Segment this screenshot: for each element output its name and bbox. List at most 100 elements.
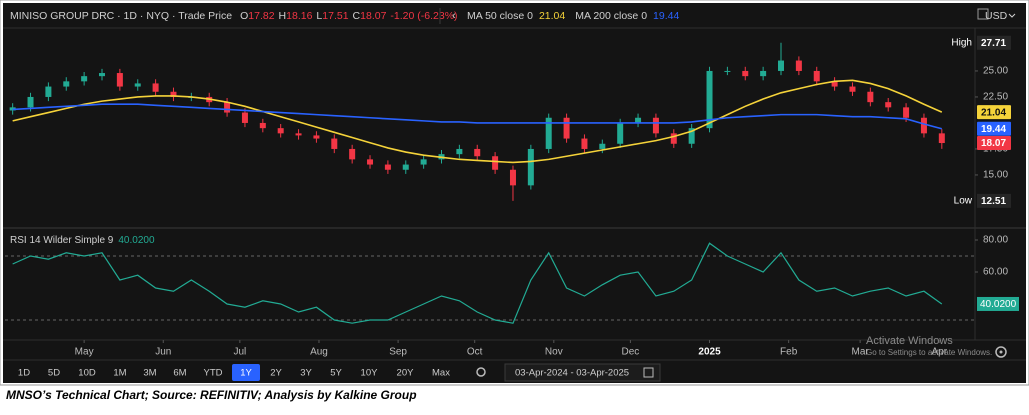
ma-name: MA 200 close 0 [575,10,647,22]
range-label[interactable]: 1D [18,368,30,379]
x-tick-label: Nov [545,347,563,358]
high-marker-value: 27.71 [981,38,1006,49]
range-label[interactable]: YTD [204,368,223,379]
y-tick-label: 15.00 [983,170,1008,181]
x-tick-label: Sep [389,347,407,358]
quote-value: 17.51 [322,10,348,22]
chart-background [3,3,1026,383]
rsi-legend: RSI 14 Wilder Simple 9 40.0200 [10,235,155,246]
candle-body [153,83,159,91]
candle-body [581,139,587,149]
candle-body [564,118,570,139]
candle-body [849,87,855,92]
range-label[interactable]: 1Y [240,368,252,379]
candle-body [81,76,87,81]
candle-body [331,139,337,149]
candle-body [760,71,766,76]
range-label[interactable]: 3Y [300,368,312,379]
x-tick-label: Jun [155,347,171,358]
x-tick-label: Mar [852,347,870,358]
range-label[interactable]: 2Y [270,368,282,379]
collapse-button[interactable]: ‹ [452,10,456,22]
y-tick-label: 80.00 [983,235,1008,246]
y-tick-label: 22.50 [983,92,1008,103]
high-marker-label: High [951,37,972,48]
candle-body [349,149,355,159]
low-marker-label: Low [954,195,973,206]
candle-body [617,123,623,144]
candle-body [796,61,802,71]
range-label[interactable]: Max [432,368,450,379]
ma-name: MA 50 close 0 [467,10,533,22]
candle-body [653,118,659,134]
candle-body [242,113,248,123]
last-price: 18.07 [981,138,1006,149]
ma-value: 21.04 [539,10,565,22]
range-label[interactable]: 10D [78,368,96,379]
candle-body [278,128,284,133]
range-label[interactable]: 5Y [330,368,342,379]
x-tick-label: Dec [621,347,639,358]
ma-last-value: 19.44 [981,124,1006,135]
candle-body [474,149,480,156]
candle-body [260,123,266,128]
chart-title: MINISO GROUP DRC · 1D · NYQ · Trade Pric… [10,10,232,22]
x-tick-label: Oct [467,347,483,358]
candle-body [224,102,230,112]
candle-body [903,107,909,117]
x-tick-label: Aug [310,347,328,358]
range-label[interactable]: 10Y [361,368,379,379]
quote-value: 18.07 [360,10,386,22]
candle-body [778,61,784,71]
candle-body [421,159,427,164]
rsi-last-tag: 40.0200 [980,299,1017,310]
quote-value: 17.82 [248,10,274,22]
candle-body [742,71,748,76]
quote-value: 18.16 [286,10,312,22]
quote-label: H [279,10,287,22]
rsi-last-value: 40.0200 [118,235,155,246]
candle-body [510,170,516,186]
y-tick-label: 60.00 [983,267,1008,278]
candle-body [28,97,34,107]
candle-body [885,102,891,107]
candle-body [135,83,141,86]
candle-body [599,144,605,149]
candle-body [313,135,319,138]
settings-button-dot [1000,351,1003,354]
quote-label: O [240,10,248,22]
candle-body [99,73,105,76]
date-range[interactable]: 03-Apr-2024 - 03-Apr-2025 [515,368,629,379]
candle-body [385,165,391,170]
watermark-text: Go to Settings to activate Windows. [866,348,992,357]
range-label[interactable]: 1M [113,368,126,379]
x-tick-label: May [75,347,94,358]
range-label[interactable]: 6M [173,368,186,379]
rsi-title: RSI 14 Wilder Simple 9 [10,235,114,246]
quote-change: -1.20 (-6.23%) [390,10,457,22]
candle-body [63,81,69,86]
candle-body [528,149,534,185]
candle-body [921,118,927,134]
low-marker-value: 12.51 [981,196,1006,207]
candle-body [117,73,123,87]
ma-value: 19.44 [653,10,679,22]
range-label[interactable]: 5D [48,368,60,379]
currency[interactable]: USD [985,10,1008,22]
candle-body [296,133,302,135]
x-tick-label: Apr [931,347,947,358]
candle-body [45,87,51,97]
x-tick-label: Feb [780,347,798,358]
caption: MNSO’s Technical Chart; Source: REFINITI… [6,388,417,402]
ma-last-value: 21.04 [981,107,1006,118]
range-label[interactable]: 3M [143,368,156,379]
candle-body [939,133,945,143]
x-tick-label: Jul [233,347,246,358]
candle-body [456,149,462,154]
candle-body [671,133,677,143]
x-tick-label: 2025 [698,347,721,358]
candle-body [724,71,730,72]
watermark-title: Activate Windows [866,335,953,347]
range-label[interactable]: 20Y [397,368,415,379]
